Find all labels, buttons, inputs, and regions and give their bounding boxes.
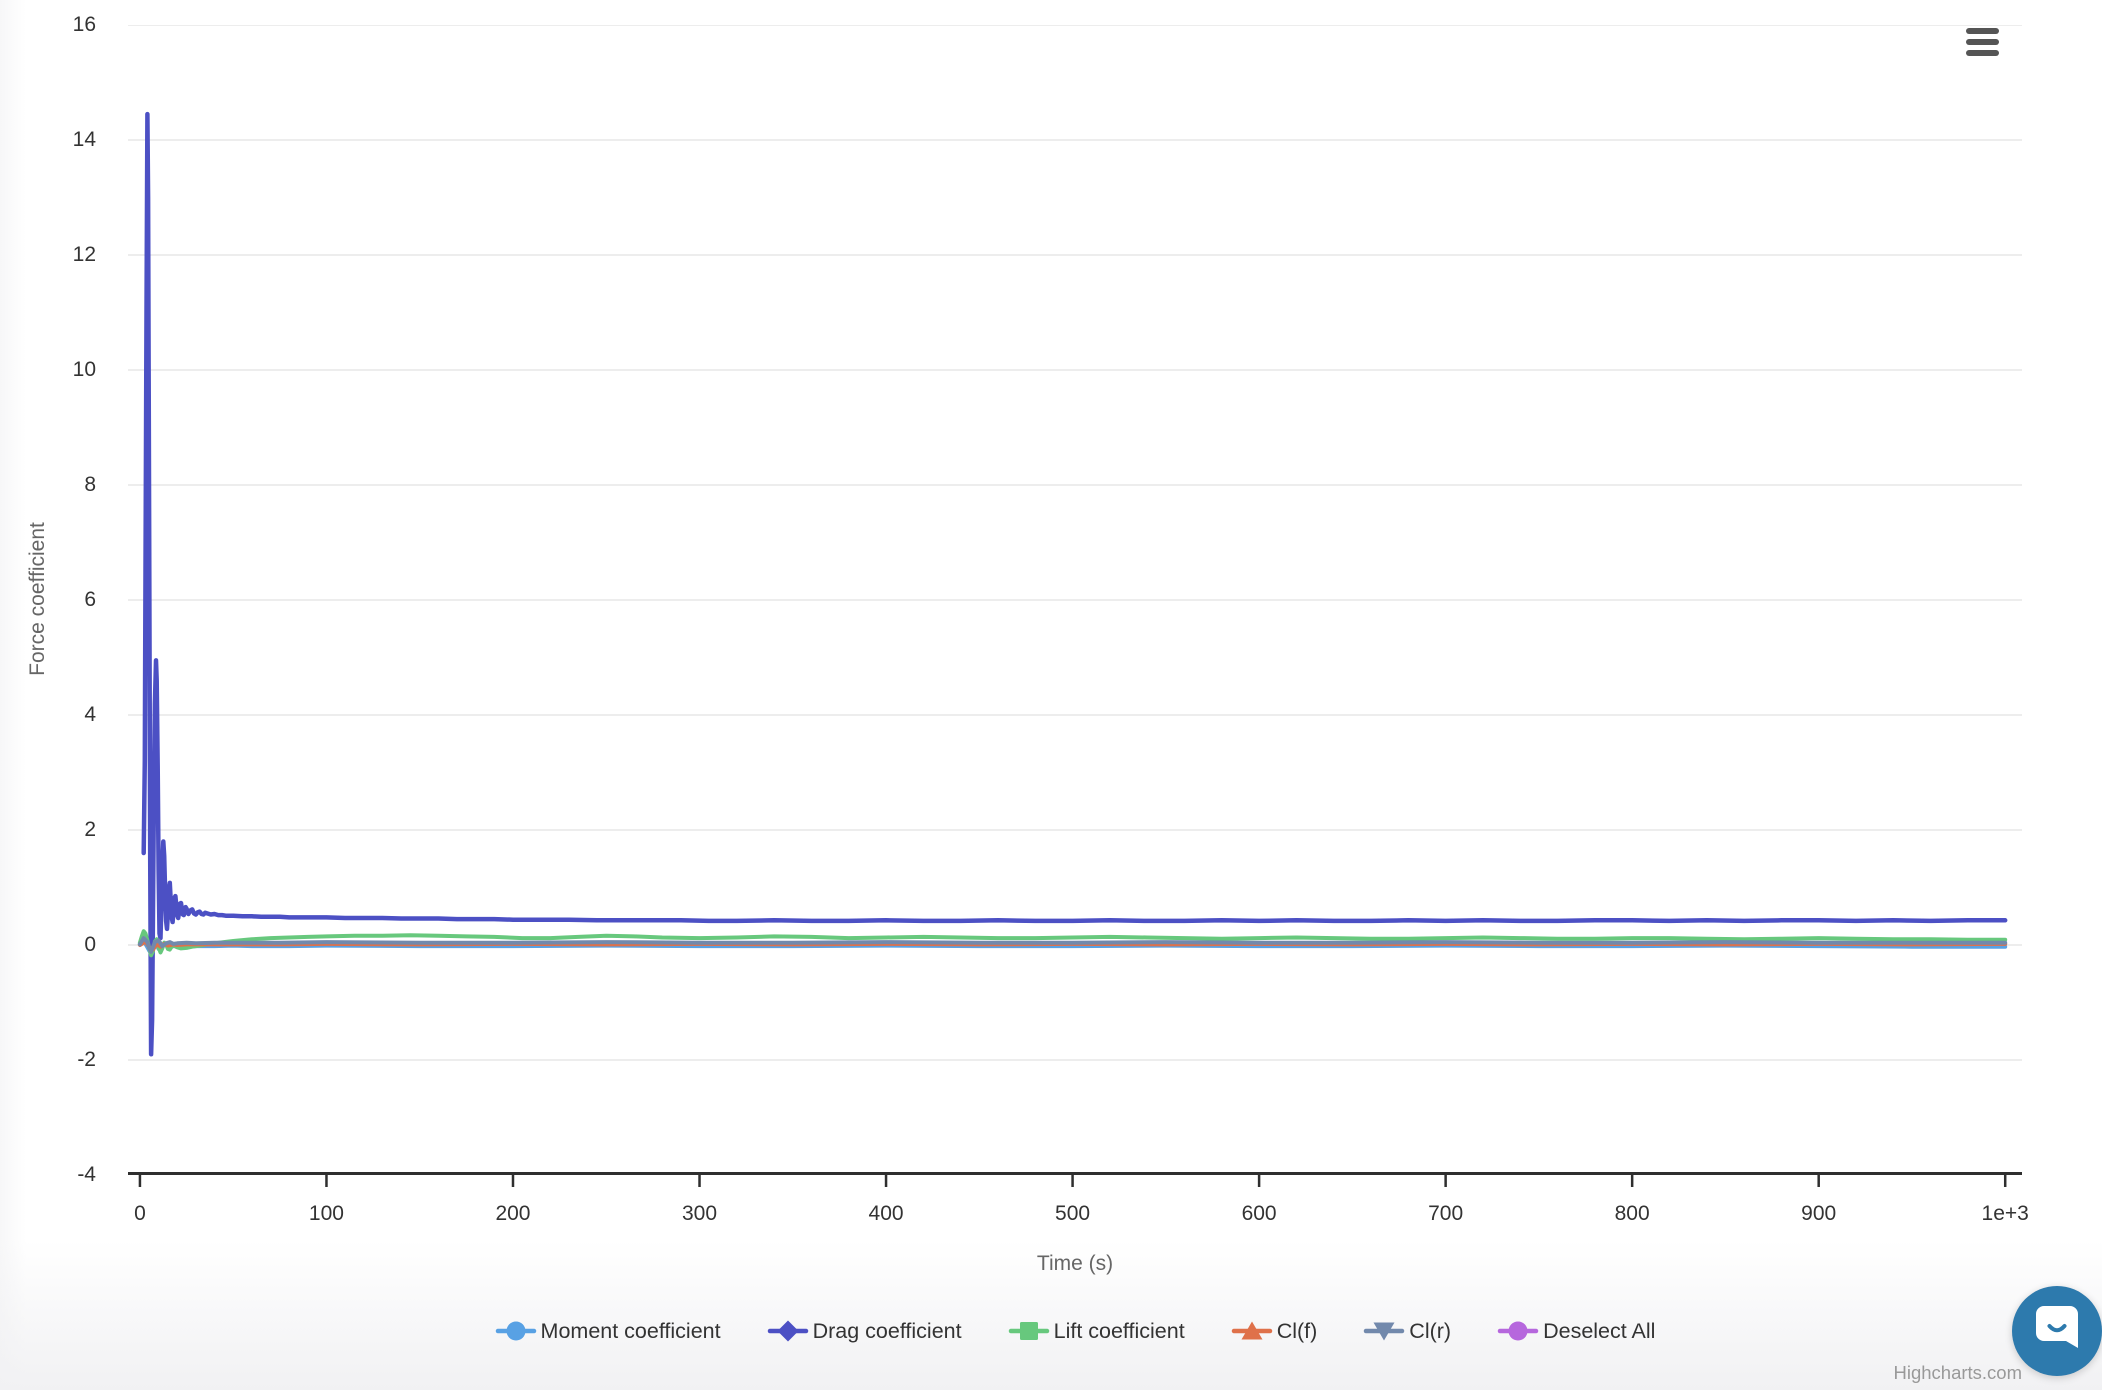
legend-label: Cl(f) bbox=[1276, 1318, 1318, 1343]
y-tick-label: 2 bbox=[84, 818, 96, 841]
x-axis-title: Time (s) bbox=[1036, 1252, 1114, 1275]
bottom-gradient bbox=[0, 1240, 2102, 1390]
legend-label: Moment coefficient bbox=[540, 1318, 721, 1343]
chat-bubble-smile-icon bbox=[2036, 1306, 2078, 1348]
x-tick-label: 1e+3 bbox=[1981, 1202, 2029, 1225]
y-tick-label: -4 bbox=[77, 1163, 96, 1186]
legend-label: Lift coefficient bbox=[1053, 1318, 1185, 1343]
square-marker-icon bbox=[1008, 1322, 1049, 1340]
plot-area[interactable] bbox=[128, 25, 2022, 1189]
legend-item-lift-coefficient[interactable]: Lift coefficient bbox=[1008, 1318, 1185, 1344]
triangle-down-marker-icon bbox=[1364, 1322, 1405, 1341]
hamburger-icon bbox=[1966, 27, 1999, 35]
hamburger-icon bbox=[1966, 38, 1999, 46]
diamond-marker-icon bbox=[767, 1320, 808, 1342]
legend-item-cl-r-[interactable]: Cl(r) bbox=[1363, 1318, 1451, 1344]
x-tick-label: 200 bbox=[495, 1202, 531, 1225]
x-tick-label: 300 bbox=[681, 1202, 718, 1225]
y-tick-label: 16 bbox=[72, 13, 96, 36]
y-tick-label: 0 bbox=[84, 933, 96, 956]
legend-label: Deselect All bbox=[1543, 1318, 1656, 1343]
circle-marker-icon bbox=[495, 1321, 536, 1341]
y-tick-label: -2 bbox=[77, 1048, 96, 1071]
x-tick-label: 700 bbox=[1428, 1202, 1464, 1225]
series-line-drag-coefficient[interactable] bbox=[141, 111, 2008, 1057]
legend-label: Drag coefficient bbox=[812, 1318, 962, 1343]
circle-marker-icon bbox=[1497, 1321, 1539, 1341]
x-tick-label: 500 bbox=[1055, 1202, 1091, 1225]
x-tick-label: 100 bbox=[308, 1202, 344, 1225]
x-tick-label: 800 bbox=[1614, 1202, 1650, 1225]
highcharts-credit-link[interactable]: Highcharts.com bbox=[1893, 1362, 2022, 1383]
legend-label: Cl(r) bbox=[1409, 1318, 1452, 1343]
triangle-marker-icon bbox=[1231, 1321, 1272, 1340]
legend-item-deselect-all[interactable]: Deselect All bbox=[1497, 1318, 1655, 1344]
x-tick-label: 0 bbox=[134, 1202, 146, 1225]
series-line-cl-r-[interactable] bbox=[137, 936, 2008, 954]
x-tick-label: 400 bbox=[868, 1202, 904, 1225]
legend-item-drag-coefficient[interactable]: Drag coefficient bbox=[767, 1318, 962, 1344]
y-tick-label: 8 bbox=[84, 473, 96, 496]
hamburger-icon bbox=[1966, 49, 1999, 57]
y-tick-label: 4 bbox=[84, 703, 96, 726]
y-tick-label: 14 bbox=[72, 128, 96, 151]
x-tick-label: 900 bbox=[1801, 1202, 1837, 1225]
chart-legend: Moment coefficient Drag coefficient Lift c… bbox=[128, 1312, 2022, 1350]
y-tick-label: 6 bbox=[84, 588, 96, 611]
left-edge-shadow bbox=[0, 0, 26, 1390]
chat-launcher-button[interactable] bbox=[2012, 1286, 2102, 1376]
legend-item-moment-coefficient[interactable]: Moment coefficient bbox=[495, 1318, 721, 1344]
legend-item-cl-f-[interactable]: Cl(f) bbox=[1231, 1318, 1318, 1344]
x-tick-label: 600 bbox=[1241, 1202, 1277, 1225]
y-tick-label: 12 bbox=[72, 243, 96, 266]
y-tick-label: 10 bbox=[72, 358, 96, 381]
chart-context-menu-button[interactable] bbox=[1964, 22, 2008, 62]
